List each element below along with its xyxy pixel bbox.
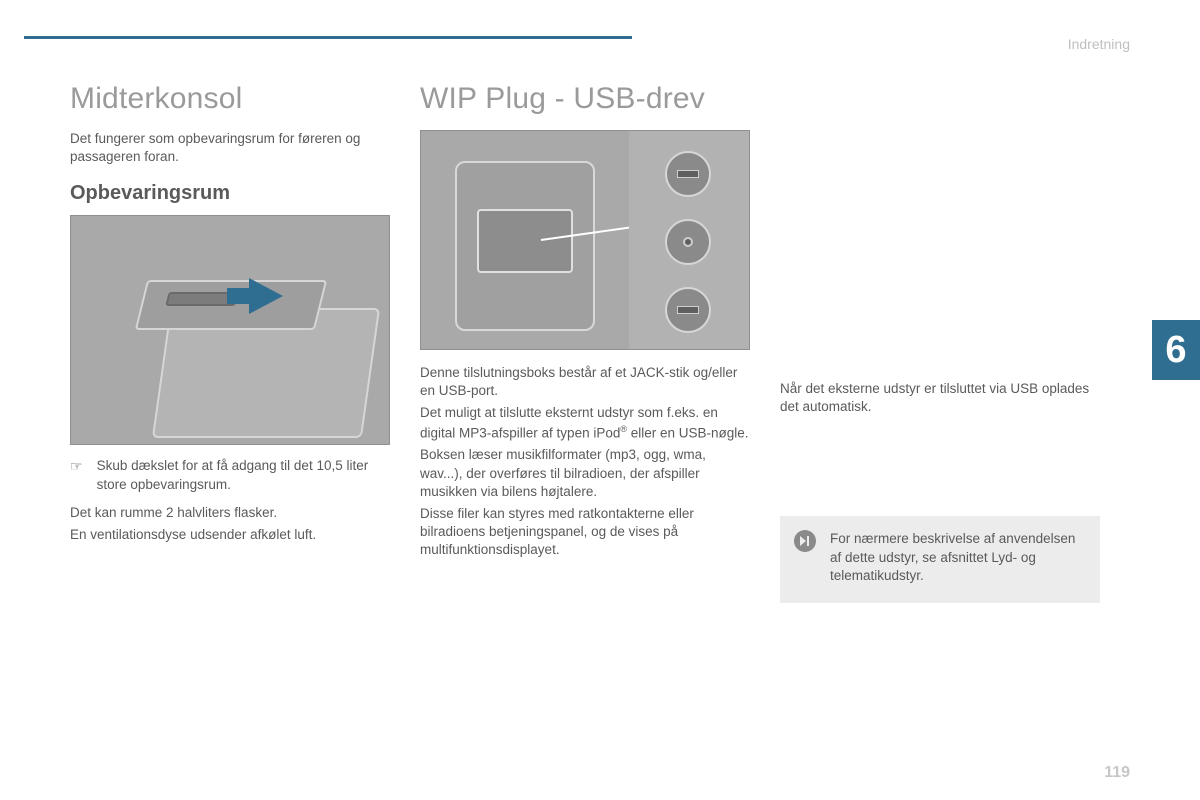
illustration-usb-ports <box>420 130 750 350</box>
section-label: Indretning <box>1068 36 1130 52</box>
illustration-console-storage <box>70 215 390 445</box>
info-note-text: For nærmere beskrivelse af anvendelsen a… <box>830 530 1084 585</box>
instruction-text: Skub dækslet for at få adgang til det 10… <box>97 457 390 493</box>
title-wip-plug: WIP Plug - USB-drev <box>420 82 750 116</box>
accent-top-bar-gap <box>0 36 24 39</box>
port-usb2-icon <box>665 287 711 333</box>
title-midterkonsol: Midterkonsol <box>70 82 390 116</box>
port-usb-icon <box>665 151 711 197</box>
column-middle: WIP Plug - USB-drev Denne tilslutningsbo… <box>420 82 750 564</box>
instruction-row: ☞ Skub dækslet for at få adgang til det … <box>70 457 390 497</box>
pointer-icon: ☞ <box>70 458 83 497</box>
charging-text: Når det eksterne udstyr er tilsluttet vi… <box>780 380 1100 416</box>
usb-paragraph-1: Denne tilslutningsboks består af et JACK… <box>420 364 750 400</box>
column-right: Når det eksterne udstyr er tilsluttet vi… <box>780 380 1100 603</box>
column-left: Midterkonsol Det fungerer som opbevaring… <box>70 82 390 548</box>
ventilation-text: En ventilationsdyse udsender afkølet luf… <box>70 526 390 544</box>
usb-paragraph-3: Boksen læser musikfilformater (mp3, ogg,… <box>420 446 750 501</box>
accent-top-bar <box>0 36 632 39</box>
skip-icon <box>794 530 816 552</box>
section-number-tab: 6 <box>1152 320 1200 380</box>
info-note-box: For nærmere beskrivelse af anvendelsen a… <box>780 516 1100 603</box>
usb-paragraph-4: Disse filer kan styres med ratkontaktern… <box>420 505 750 560</box>
capacity-text: Det kan rumme 2 halvliters flasker. <box>70 504 390 522</box>
port-jack-icon <box>665 219 711 265</box>
usb-paragraph-2: Det muligt at tilslutte eksternt udstyr … <box>420 404 750 442</box>
subheading-opbevaringsrum: Opbevaringsrum <box>70 182 390 205</box>
intro-text: Det fungerer som opbevaringsrum for føre… <box>70 130 390 166</box>
page-number: 119 <box>1104 764 1130 782</box>
